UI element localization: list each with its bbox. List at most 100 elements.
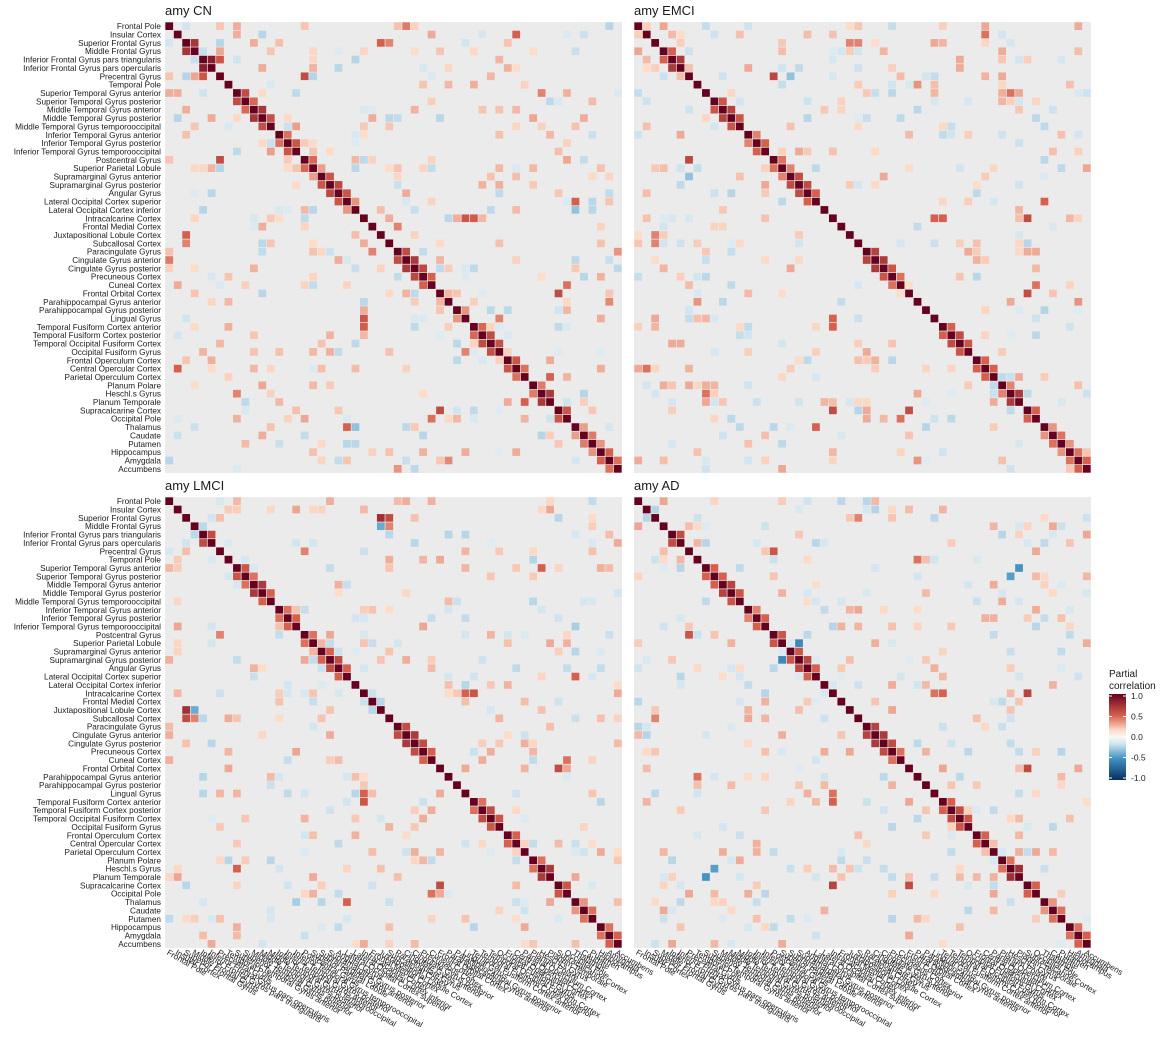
heatmap-cell xyxy=(879,806,888,815)
heatmap-cell xyxy=(317,164,326,172)
heatmap-cell xyxy=(913,555,922,564)
heatmap-cell xyxy=(888,80,896,89)
heatmap-cell xyxy=(554,289,563,298)
heatmap-cell xyxy=(165,456,174,465)
heatmap-cell xyxy=(300,222,309,231)
heatmap-cell xyxy=(351,164,360,172)
heatmap-cell xyxy=(668,30,676,39)
legend-tick-label: 1.0 xyxy=(1131,691,1143,701)
heatmap-cell xyxy=(702,314,710,323)
heatmap-cell xyxy=(710,381,719,390)
heatmap-cell xyxy=(1040,572,1049,581)
heatmap-cell xyxy=(659,555,668,564)
heatmap-cell xyxy=(393,181,402,189)
heatmap-cell xyxy=(871,722,880,731)
heatmap-cell xyxy=(1074,764,1083,773)
heatmap-cell xyxy=(529,940,538,948)
heatmap-cell xyxy=(769,664,778,673)
heatmap-cell xyxy=(634,697,643,706)
y-tick-label: Lingual Gyrus xyxy=(110,314,161,323)
y-tick-label: Middle Temporal Gyrus posterior xyxy=(43,589,161,598)
heatmap-cell xyxy=(964,381,973,390)
heatmap-cell xyxy=(385,898,394,906)
heatmap-cell xyxy=(1057,664,1066,673)
heatmap-cell xyxy=(427,30,436,39)
heatmap-cell xyxy=(922,747,930,756)
heatmap-cell xyxy=(436,848,444,856)
heatmap-cell xyxy=(571,206,580,214)
heatmap-cell xyxy=(554,889,563,898)
heatmap-cell xyxy=(913,222,922,231)
heatmap-cell xyxy=(752,539,761,547)
heatmap-cell xyxy=(998,848,1007,856)
heatmap-cell xyxy=(718,823,727,831)
heatmap-cell xyxy=(989,889,998,898)
heatmap-cell xyxy=(735,239,744,248)
heatmap-cell xyxy=(685,47,693,56)
heatmap-cell xyxy=(668,856,676,865)
heatmap-cell xyxy=(829,47,837,56)
heatmap-cell xyxy=(710,314,719,323)
heatmap-cell xyxy=(702,89,710,97)
heatmap-cell xyxy=(334,923,343,931)
heatmap-cell xyxy=(410,856,419,865)
heatmap-cell xyxy=(1032,789,1040,798)
heatmap-cell xyxy=(216,630,224,639)
heatmap-cell xyxy=(546,639,554,647)
heatmap-cell xyxy=(761,164,770,172)
heatmap-cell xyxy=(922,555,930,564)
heatmap-cell xyxy=(1015,97,1023,106)
heatmap-cell xyxy=(803,589,812,597)
heatmap-cell xyxy=(613,856,622,865)
heatmap-cell xyxy=(795,530,803,539)
heatmap-cell xyxy=(761,256,770,264)
heatmap-cell xyxy=(964,881,973,890)
heatmap-cell xyxy=(495,55,504,64)
heatmap-cell xyxy=(964,97,973,106)
heatmap-cell xyxy=(360,47,368,56)
heatmap-cell xyxy=(862,356,871,365)
heatmap-cell xyxy=(207,364,216,373)
heatmap-cell xyxy=(258,431,267,440)
heatmap-cell xyxy=(478,323,487,331)
heatmap-cell xyxy=(786,864,795,873)
heatmap-cell xyxy=(461,214,470,223)
heatmap-cell xyxy=(258,664,267,673)
heatmap-cell xyxy=(385,647,394,656)
heatmap-cell xyxy=(427,614,436,622)
heatmap-cell xyxy=(360,214,368,223)
heatmap-cell xyxy=(165,264,174,273)
heatmap-cell xyxy=(718,398,727,406)
heatmap-cell xyxy=(520,764,529,773)
heatmap-cell xyxy=(529,739,538,748)
heatmap-cell xyxy=(693,272,702,281)
heatmap-cell xyxy=(710,630,719,639)
heatmap-cell xyxy=(470,414,478,423)
heatmap-cell xyxy=(634,731,643,739)
heatmap-cell xyxy=(989,630,998,639)
heatmap-cell xyxy=(989,398,998,406)
heatmap-cell xyxy=(634,497,643,505)
heatmap-cell xyxy=(862,406,871,415)
heatmap-cell xyxy=(571,898,580,906)
heatmap-cell xyxy=(588,406,597,415)
heatmap-cell xyxy=(580,423,588,431)
heatmap-cell xyxy=(778,47,786,56)
heatmap-cell xyxy=(182,72,191,81)
heatmap-cell xyxy=(989,164,998,172)
heatmap-cell xyxy=(786,639,795,647)
y-tick-label: Superior Parietal Lobule xyxy=(73,639,161,648)
heatmap-cell xyxy=(702,597,710,606)
heatmap-cell xyxy=(1015,306,1023,314)
heatmap-cell xyxy=(702,381,710,390)
heatmap-cell xyxy=(393,164,402,172)
y-tick-label: Middle Temporal Gyrus temporooccipital xyxy=(15,597,161,606)
heatmap-cell xyxy=(376,706,385,714)
heatmap-cell xyxy=(495,323,504,331)
heatmap-cell xyxy=(503,348,512,356)
heatmap-cell xyxy=(1082,530,1091,539)
heatmap-cell xyxy=(368,247,377,256)
heatmap-cell xyxy=(939,122,947,131)
